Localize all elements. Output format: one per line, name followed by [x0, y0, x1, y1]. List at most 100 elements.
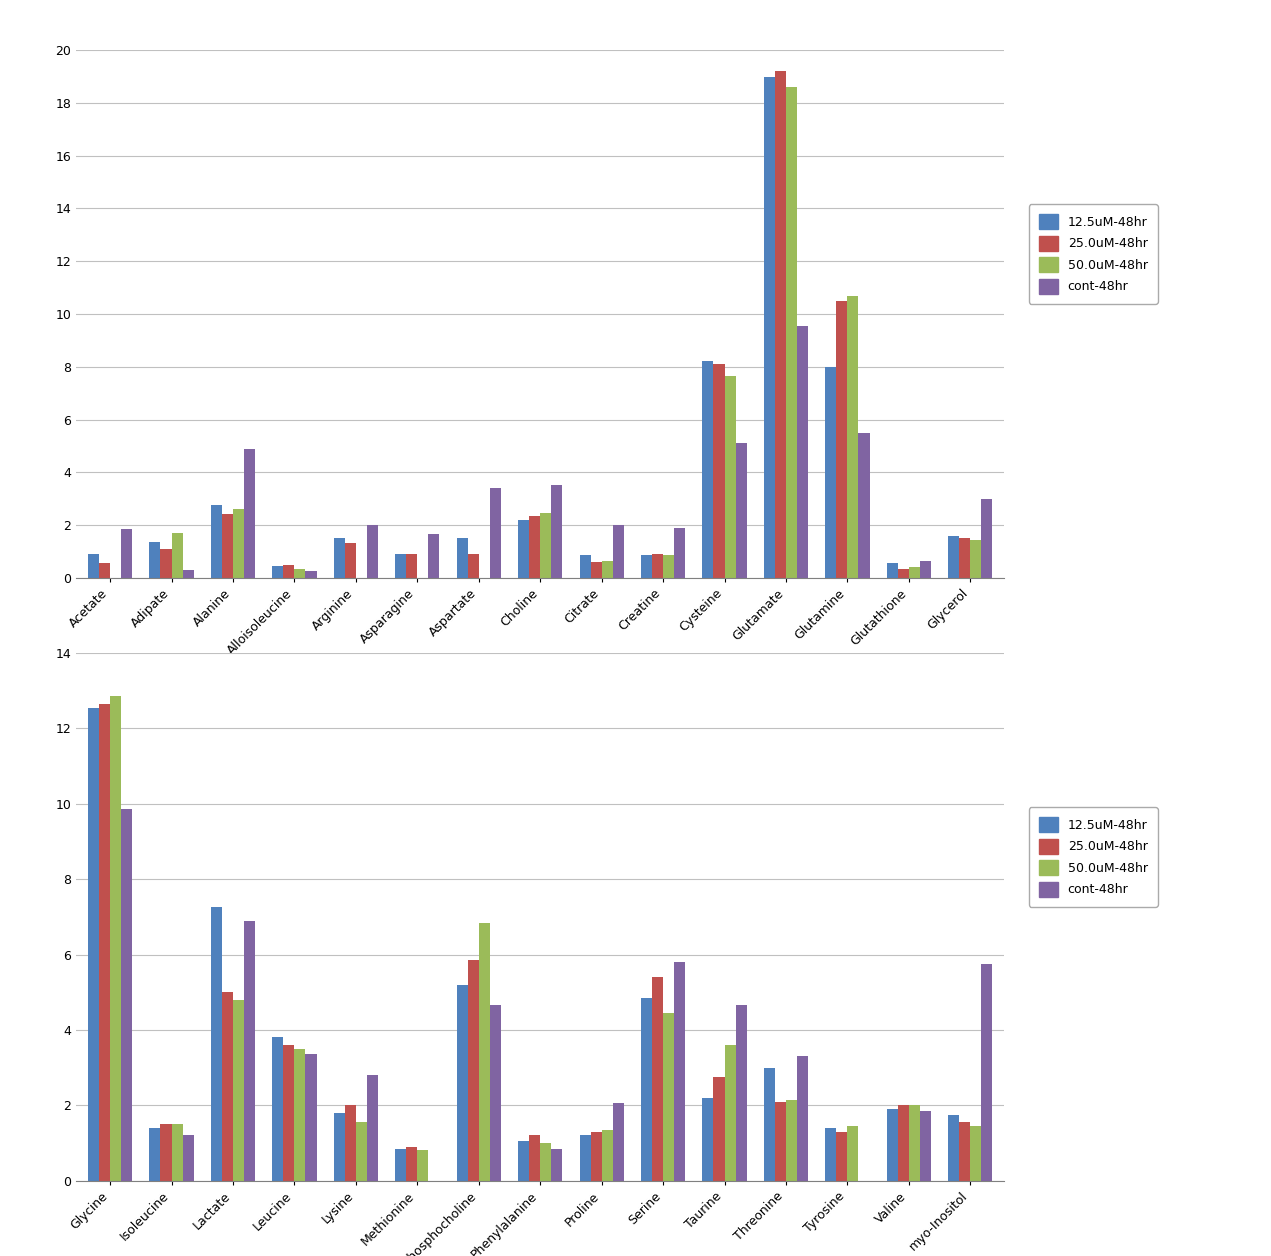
Bar	[764, 77, 775, 578]
Bar	[825, 367, 836, 578]
Bar	[641, 997, 652, 1181]
Bar	[909, 568, 920, 578]
Bar	[601, 1130, 613, 1181]
Bar	[233, 509, 244, 578]
Bar	[920, 560, 930, 578]
Bar	[295, 1049, 305, 1181]
Bar	[981, 965, 993, 1181]
Bar	[785, 87, 797, 578]
Bar	[601, 560, 613, 578]
Bar	[233, 1000, 244, 1181]
Bar	[99, 563, 111, 578]
Bar	[99, 703, 111, 1181]
Bar	[160, 549, 172, 578]
Bar	[519, 1140, 529, 1181]
Bar	[479, 922, 489, 1181]
Bar	[111, 696, 121, 1181]
Bar	[825, 1128, 836, 1181]
Bar	[540, 1143, 552, 1181]
Bar	[724, 1045, 736, 1181]
Legend: 12.5uM-48hr, 25.0uM-48hr, 50.0uM-48hr, cont-48hr: 12.5uM-48hr, 25.0uM-48hr, 50.0uM-48hr, c…	[1030, 205, 1158, 304]
Bar	[836, 300, 848, 578]
Bar	[552, 1148, 562, 1181]
Bar	[981, 499, 993, 578]
Bar	[88, 707, 99, 1181]
Bar	[703, 1098, 713, 1181]
Bar	[244, 448, 255, 578]
Bar	[764, 1068, 775, 1181]
Bar	[456, 985, 468, 1181]
Bar	[121, 810, 132, 1181]
Bar	[785, 1100, 797, 1181]
Bar	[775, 1102, 785, 1181]
Bar	[948, 535, 960, 578]
Bar	[305, 571, 316, 578]
Bar	[909, 1105, 920, 1181]
Bar	[283, 1045, 295, 1181]
Bar	[848, 295, 858, 578]
Bar	[703, 362, 713, 578]
Bar	[468, 554, 479, 578]
Bar	[858, 432, 869, 578]
Bar	[160, 1124, 172, 1181]
Bar	[591, 1132, 601, 1181]
Bar	[724, 376, 736, 578]
Bar	[456, 538, 468, 578]
Bar	[295, 569, 305, 578]
Bar	[970, 1125, 981, 1181]
Bar	[344, 1105, 356, 1181]
Bar	[244, 921, 255, 1181]
Bar	[920, 1112, 930, 1181]
Bar	[613, 525, 624, 578]
Bar	[283, 565, 295, 578]
Bar	[417, 1150, 428, 1181]
Bar	[183, 1135, 193, 1181]
Bar	[172, 533, 183, 578]
Bar	[489, 489, 501, 578]
Bar	[367, 525, 377, 578]
Bar	[540, 514, 552, 578]
Bar	[150, 1128, 160, 1181]
Bar	[222, 515, 233, 578]
Bar	[663, 1012, 674, 1181]
Bar	[468, 960, 479, 1181]
Bar	[736, 443, 746, 578]
Bar	[407, 554, 417, 578]
Bar	[428, 534, 440, 578]
Bar	[150, 543, 160, 578]
Bar	[797, 325, 808, 578]
Bar	[580, 1135, 591, 1181]
Bar	[407, 1147, 417, 1181]
Bar	[395, 554, 407, 578]
Bar	[836, 1132, 848, 1181]
Bar	[652, 554, 663, 578]
Bar	[88, 554, 99, 578]
Bar	[674, 528, 685, 578]
Bar	[663, 555, 674, 578]
Bar	[334, 538, 344, 578]
Bar	[529, 516, 540, 578]
Bar	[395, 1148, 407, 1181]
Bar	[552, 485, 562, 578]
Bar	[960, 538, 970, 578]
Bar	[713, 364, 724, 578]
Bar	[652, 977, 663, 1181]
Bar	[897, 569, 909, 578]
Bar	[970, 540, 981, 578]
Bar	[848, 1125, 858, 1181]
Bar	[641, 555, 652, 578]
Bar	[211, 907, 222, 1181]
Bar	[713, 1076, 724, 1181]
Bar	[736, 1005, 746, 1181]
Bar	[356, 1123, 367, 1181]
Bar	[797, 1056, 808, 1181]
Bar	[305, 1054, 316, 1181]
Bar	[272, 566, 283, 578]
Bar	[580, 555, 591, 578]
Bar	[367, 1075, 377, 1181]
Bar	[591, 561, 601, 578]
Bar	[529, 1135, 540, 1181]
Bar	[489, 1005, 501, 1181]
Bar	[775, 72, 785, 578]
Bar	[960, 1123, 970, 1181]
